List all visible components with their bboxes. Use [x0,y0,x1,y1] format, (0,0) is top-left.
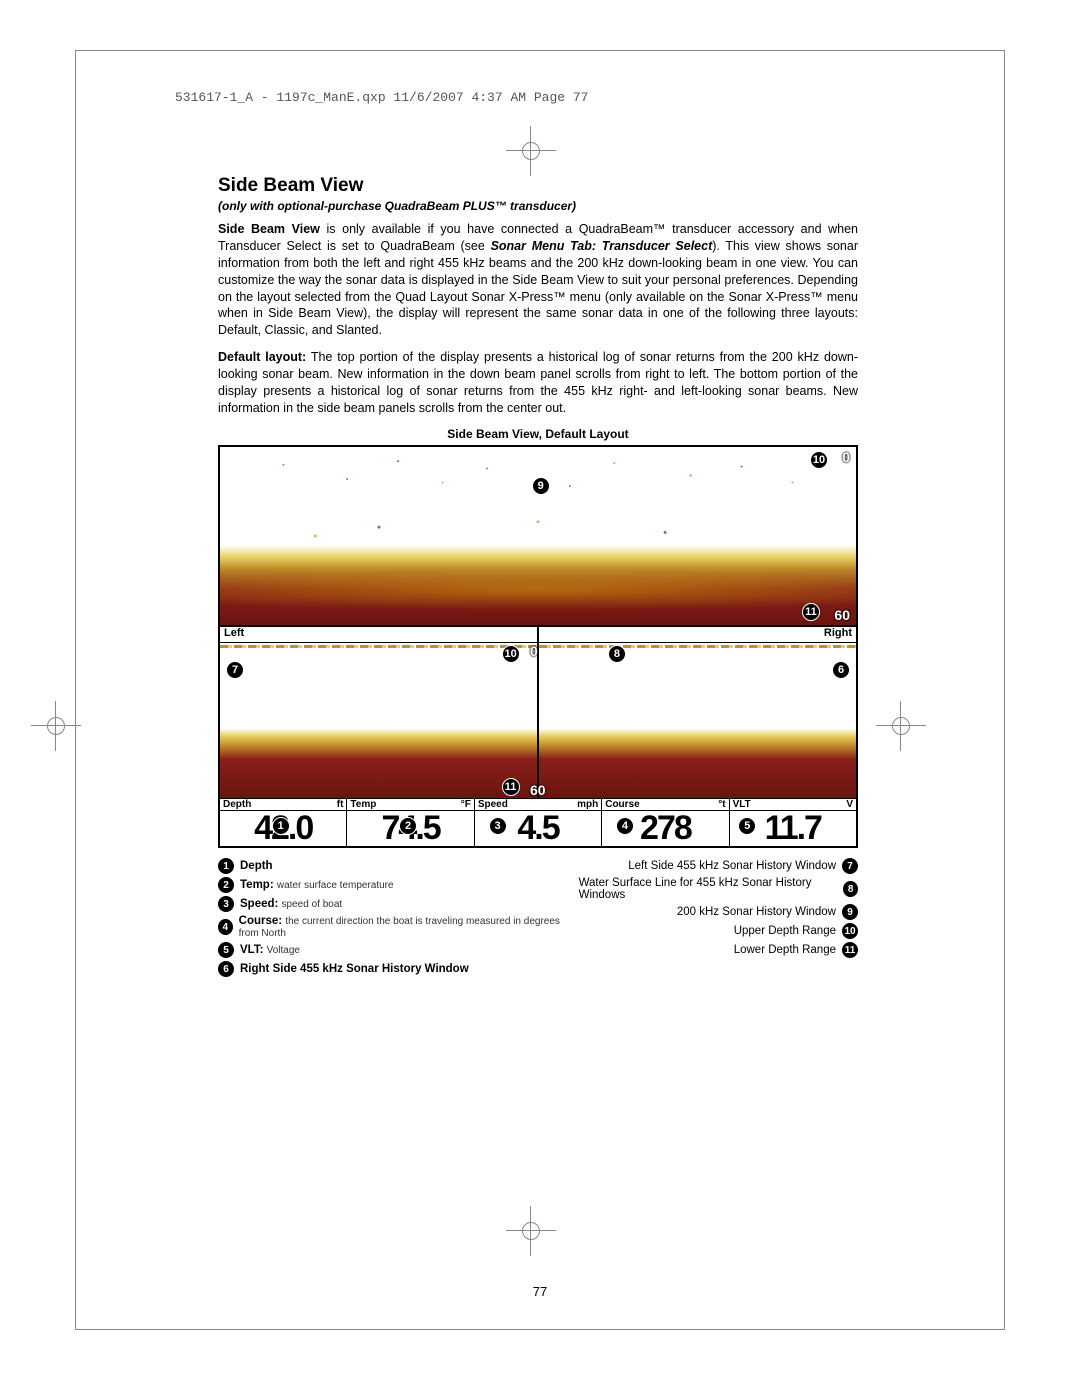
legend-item: 11Lower Depth Range [579,942,858,958]
callout-9-icon: 9 [532,477,550,495]
legend-item: 10Upper Depth Range [579,923,858,939]
lower-depth-60: 60 [530,782,546,798]
callout-2-icon: 2 [399,817,417,835]
marker-1-icon: 1 [218,858,234,874]
marker-2-icon: 2 [218,877,234,893]
marker-10-icon: 10 [842,923,858,939]
readout-depth: Depthft 42.0 1 [220,799,347,847]
registration-mark-left [31,701,81,751]
marker-8-icon: 8 [843,881,858,897]
sonar-figure: 10 0 9 11 60 Left Right 10 0 8 7 6 11 60 [218,445,858,849]
callout-legend: 1Depth 2Temp: water surface temperature 3… [218,858,858,980]
legend-item: 3Speed: speed of boat [218,896,579,912]
callout-1-icon: 1 [272,817,290,835]
callout-7-icon: 7 [226,661,244,679]
callout-11b-icon: 11 [502,778,520,796]
legend-item: 4Course: the current direction the boat … [218,915,579,939]
lower-depth-0: 0 [530,643,538,659]
legend-item: 5VLT: Voltage [218,942,579,958]
sonar-200khz-panel: 10 0 9 11 60 [220,447,856,627]
surface-line-right [539,645,856,648]
sonar-side-labels: Left Right [220,627,856,643]
print-header-slug: 531617-1_A - 1197c_ManE.qxp 11/6/2007 4:… [175,90,588,105]
callout-8-icon: 8 [608,645,626,663]
section-subtitle: (only with optional-purchase QuadraBeam … [218,199,858,213]
callout-10b-icon: 10 [502,645,520,663]
callout-3-icon: 3 [489,817,507,835]
callout-6-icon: 6 [832,661,850,679]
callout-11-icon: 11 [802,603,820,621]
sonar-455khz-panels: 10 0 8 7 6 11 60 [220,643,856,798]
marker-11-icon: 11 [842,942,858,958]
registration-mark-right [876,701,926,751]
page-number: 77 [533,1284,547,1299]
marker-5-icon: 5 [218,942,234,958]
section-title: Side Beam View [218,175,858,197]
legend-right-col: 7Left Side 455 kHz Sonar History Window 8… [579,858,858,980]
left-455-panel [220,643,539,798]
paragraph-intro: Side Beam View is only available if you … [218,221,858,339]
legend-left-col: 1Depth 2Temp: water surface temperature 3… [218,858,579,980]
left-label: Left [220,627,539,642]
right-label: Right [539,627,856,642]
menu-ref: Sonar Menu Tab: Transducer Select [491,239,713,253]
legend-item: 7Left Side 455 kHz Sonar History Window [579,858,858,874]
callout-5-icon: 5 [738,817,756,835]
legend-item: 8Water Surface Line for 455 kHz Sonar Hi… [579,877,858,901]
surface-line-left [220,645,537,648]
legend-item: 2Temp: water surface temperature [218,877,579,893]
paragraph-default-layout: Default layout: The top portion of the d… [218,349,858,417]
para2-lead: Default layout: [218,350,306,364]
marker-3-icon: 3 [218,896,234,912]
registration-mark-top [506,126,556,176]
legend-item: 6Right Side 455 kHz Sonar History Window [218,961,579,977]
callout-10-icon: 10 [810,451,828,469]
figure-caption: Side Beam View, Default Layout [218,427,858,441]
marker-6-icon: 6 [218,961,234,977]
right-455-panel [539,643,856,798]
legend-item: 9200 kHz Sonar History Window [579,904,858,920]
readout-course: Course°t 278 4 [602,799,729,847]
marker-4-icon: 4 [218,919,233,935]
marker-7-icon: 7 [842,858,858,874]
legend-item: 1Depth [218,858,579,874]
readout-temp: Temp°F 74.5 2 [347,799,474,847]
upper-depth-60: 60 [834,607,850,623]
page-content: Side Beam View (only with optional-purch… [218,175,858,980]
para1-lead: Side Beam View [218,222,320,236]
readout-speed: Speedmph 4.5 3 [475,799,602,847]
marker-9-icon: 9 [842,904,858,920]
readout-vlt: VLTV 11.7 5 [730,799,856,847]
registration-mark-bottom [506,1206,556,1256]
readout-bar: Depthft 42.0 1 Temp°F 74.5 2 Speedmph 4.… [220,798,856,847]
upper-depth-0: 0 [842,449,850,465]
callout-4-icon: 4 [616,817,634,835]
